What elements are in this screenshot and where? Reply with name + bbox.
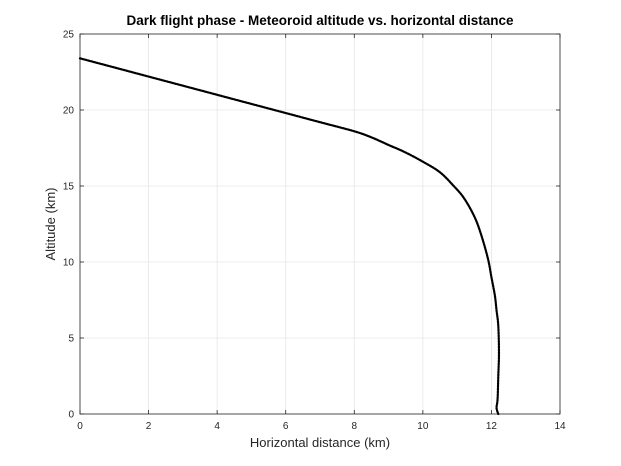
data-point xyxy=(439,171,441,174)
data-point xyxy=(370,136,373,139)
data-point xyxy=(181,84,184,87)
data-point xyxy=(480,233,483,236)
data-point xyxy=(250,103,253,105)
y-tick-labels: 0 5 10 15 20 25 xyxy=(63,30,75,421)
data-point xyxy=(353,130,356,133)
data-point xyxy=(495,407,498,409)
data-point xyxy=(319,121,321,124)
data-point xyxy=(473,215,476,218)
x-tick-label: 14 xyxy=(554,421,566,432)
y-tick-label: 10 xyxy=(63,258,75,269)
data-point xyxy=(147,75,150,78)
y-axis-label: Altitude (km) xyxy=(43,188,58,261)
y-tick-label: 25 xyxy=(63,30,75,41)
x-axis-label: Horizontal distance (km) xyxy=(250,435,390,450)
data-point xyxy=(387,144,390,146)
x-tick-labels: 0 2 4 6 8 10 12 14 xyxy=(77,421,566,432)
data-point xyxy=(497,413,500,415)
data-point xyxy=(498,352,500,355)
x-tick-label: 10 xyxy=(417,421,429,432)
x-tick-label: 8 xyxy=(352,421,358,432)
data-point xyxy=(493,294,496,297)
data-point xyxy=(495,309,498,312)
chart-title: Dark flight phase - Meteoroid altitude v… xyxy=(126,13,514,28)
tick-marks xyxy=(79,33,561,415)
x-tick-label: 6 xyxy=(283,421,289,432)
plot-area-border xyxy=(79,33,561,415)
data-point xyxy=(490,276,493,279)
series-layer xyxy=(78,57,501,416)
data-point xyxy=(79,57,81,60)
y-tick-label: 0 xyxy=(68,410,74,421)
series-line-0 xyxy=(78,57,501,416)
data-point xyxy=(497,324,500,327)
data-point xyxy=(113,66,116,69)
data-point xyxy=(452,185,455,187)
data-point xyxy=(463,197,465,200)
data-point xyxy=(497,375,500,377)
data-point xyxy=(284,112,287,114)
x-tick-label: 0 xyxy=(77,421,83,432)
x-tick-label: 4 xyxy=(214,421,220,432)
data-point xyxy=(216,93,219,96)
x-tick-label: 12 xyxy=(486,421,498,432)
data-point xyxy=(404,151,407,154)
y-tick-label: 20 xyxy=(63,106,75,117)
x-tick-label: 2 xyxy=(146,421,152,432)
data-point xyxy=(421,160,424,163)
y-tick-label: 5 xyxy=(68,334,74,345)
data-point xyxy=(487,258,489,260)
y-tick-label: 15 xyxy=(63,182,75,193)
data-point xyxy=(496,397,499,400)
